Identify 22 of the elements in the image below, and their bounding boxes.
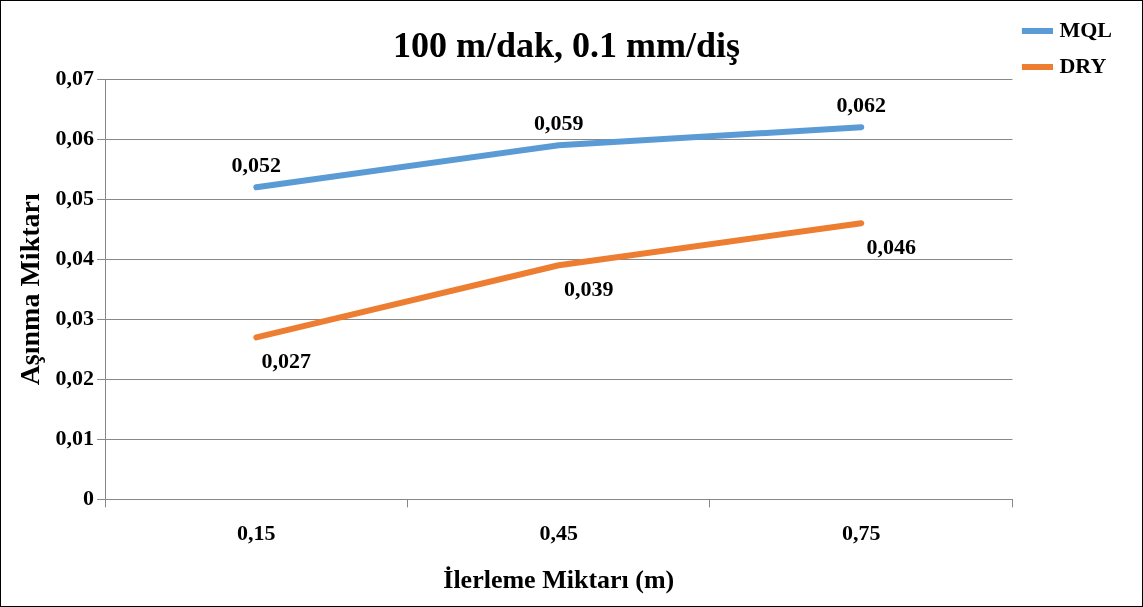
- y-tick-label: 0,05: [55, 184, 95, 210]
- y-tick-label: 0,07: [55, 64, 95, 90]
- x-tick-label: 0,15: [237, 520, 276, 546]
- x-tick-label: 0,45: [539, 520, 579, 546]
- data-label: 0,027: [261, 348, 312, 374]
- y-tick-label: 0,02: [55, 365, 95, 391]
- data-label: 0,059: [534, 109, 584, 135]
- chart-title: 100 m/dak, 0.1 mm/diş: [392, 24, 741, 65]
- x-axis-title: İlerleme Miktarı (m): [443, 565, 675, 595]
- data-label: 0,046: [866, 233, 916, 259]
- y-tick-label: 0,06: [55, 124, 95, 150]
- legend-label: DRY: [1059, 52, 1107, 78]
- y-tick-label: 0,01: [55, 425, 95, 451]
- data-label: 0,039: [564, 275, 614, 301]
- legend-label: MQL: [1059, 16, 1113, 42]
- x-tick-label: 0,75: [841, 520, 881, 546]
- data-label: 0,062: [836, 91, 886, 117]
- y-axis-title: Aşınma Miktarı: [14, 193, 46, 386]
- y-tick-label: 0,03: [55, 305, 95, 330]
- y-tick-label: 0,04: [55, 244, 95, 270]
- y-tick-label: 0: [83, 485, 95, 511]
- data-label: 0,052: [231, 151, 282, 177]
